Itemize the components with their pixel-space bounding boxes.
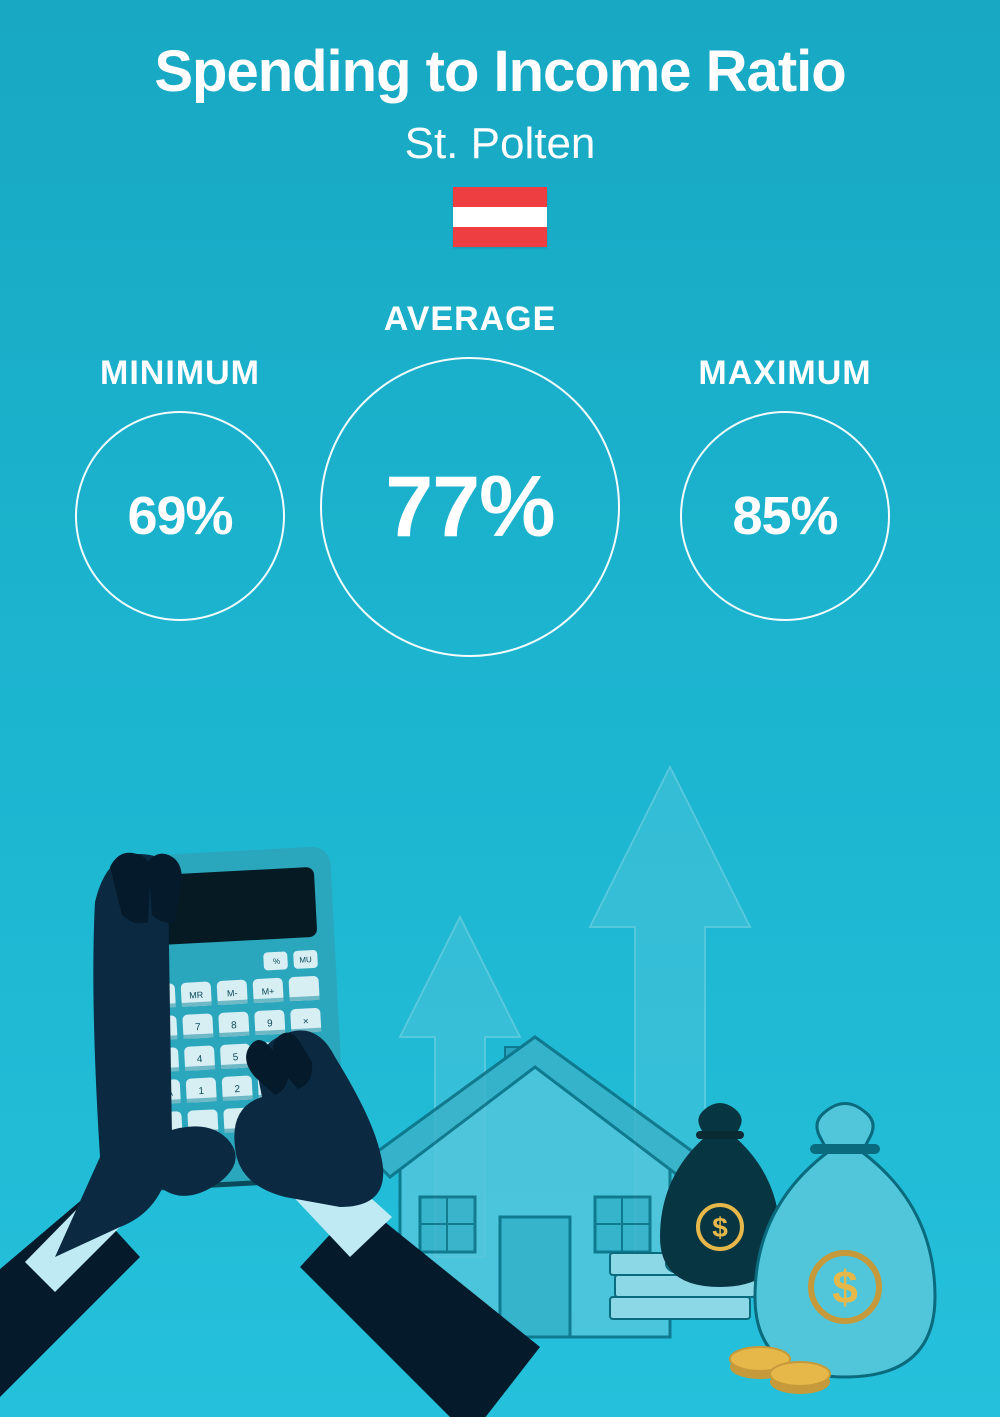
flag-stripe-top: [453, 187, 547, 207]
svg-text:3: 3: [270, 1082, 277, 1093]
svg-text:MR: MR: [189, 990, 204, 1001]
stat-maximum-value: 85%: [732, 485, 837, 547]
stat-minimum-value: 69%: [127, 485, 232, 547]
stat-average-label: AVERAGE: [320, 300, 620, 339]
svg-text:▶: ▶: [160, 1056, 169, 1067]
stat-maximum: MAXIMUM 85%: [655, 354, 915, 621]
hands-calculator-icon: MC MR M- M+ +/- 7 8 9 × ▶ 4 5 6 − C/A 1: [0, 846, 540, 1417]
flag-stripe-bottom: [453, 227, 547, 247]
svg-text:6: 6: [268, 1050, 275, 1061]
flag-icon: [453, 187, 547, 247]
stat-minimum-label: MINIMUM: [50, 354, 310, 393]
location-subtitle: St. Polten: [0, 119, 1000, 169]
stat-maximum-circle: 85%: [680, 411, 890, 621]
flag-stripe-mid: [453, 207, 547, 227]
svg-text:MC: MC: [153, 992, 168, 1003]
money-stack-icon: [610, 1253, 755, 1319]
stat-average: AVERAGE 77%: [320, 300, 620, 657]
svg-text:M+: M+: [262, 986, 275, 997]
arrow-icon: [590, 767, 750, 1257]
house-icon: [370, 1037, 700, 1337]
svg-text:$: $: [712, 1212, 728, 1243]
infographic-canvas: Spending to Income Ratio St. Polten MINI…: [0, 0, 1000, 1417]
svg-text:8: 8: [231, 1020, 238, 1031]
stat-minimum: MINIMUM 69%: [50, 354, 310, 621]
stat-average-value: 77%: [385, 458, 554, 557]
illustration: $ $: [0, 697, 1000, 1417]
svg-text:5: 5: [233, 1052, 240, 1063]
svg-text:MU: MU: [299, 955, 312, 965]
coins-icon: [730, 1347, 830, 1394]
svg-text:9: 9: [267, 1018, 274, 1029]
arrow-icon: [400, 917, 520, 1257]
page-title: Spending to Income Ratio: [0, 38, 1000, 105]
money-bag-icon: $: [660, 1103, 780, 1287]
stat-maximum-label: MAXIMUM: [655, 354, 915, 393]
svg-text:4: 4: [197, 1054, 204, 1065]
svg-text:−: −: [304, 1048, 311, 1059]
svg-text:7: 7: [195, 1022, 202, 1033]
svg-text:C/A: C/A: [158, 1088, 174, 1099]
money-bag-icon: $: [755, 1104, 935, 1378]
svg-text:%: %: [273, 957, 281, 966]
stats-row: MINIMUM 69% AVERAGE 77% MAXIMUM 85%: [0, 300, 1000, 700]
svg-text:M-: M-: [227, 988, 238, 999]
stat-minimum-circle: 69%: [75, 411, 285, 621]
svg-text:+/-: +/-: [156, 1024, 169, 1036]
header: Spending to Income Ratio St. Polten: [0, 38, 1000, 247]
stat-average-circle: 77%: [320, 357, 620, 657]
svg-text:$: $: [832, 1261, 858, 1313]
svg-text:1: 1: [198, 1086, 205, 1097]
svg-text:×: ×: [303, 1016, 310, 1027]
svg-text:2: 2: [234, 1084, 241, 1095]
